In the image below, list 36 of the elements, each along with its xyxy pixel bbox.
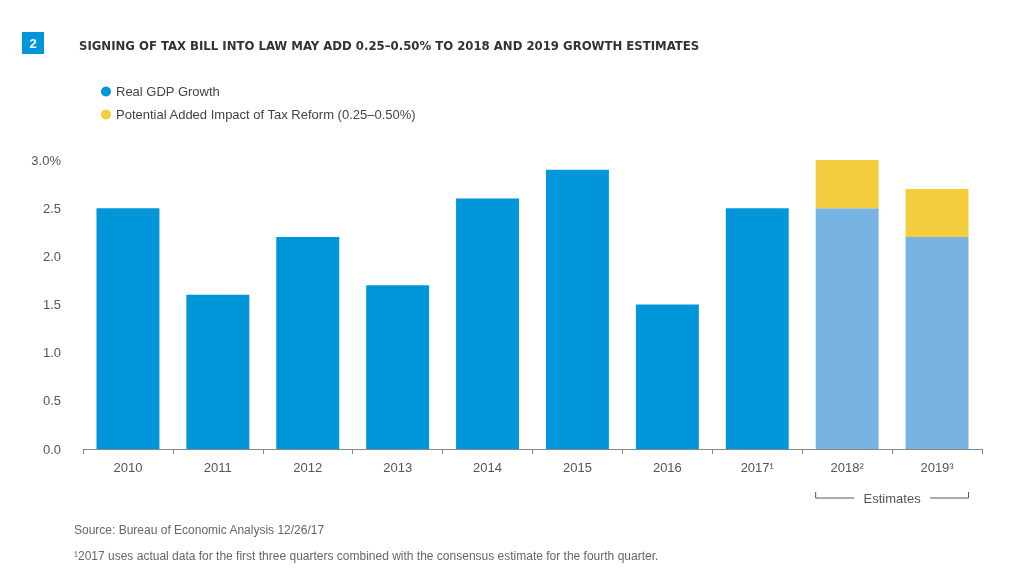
bar	[366, 285, 430, 449]
y-tick-label: 3.0%	[31, 152, 62, 168]
bar	[186, 294, 250, 449]
legend-label: Potential Added Impact of Tax Reform (0.25–0.50%)	[116, 107, 416, 122]
x-tick-label: 2011	[203, 460, 232, 475]
y-tick-label: 1.0	[42, 345, 61, 361]
x-tick-label: 2015	[562, 460, 592, 475]
x-tick-label: 2014	[473, 460, 503, 475]
y-tick-label: 0.0	[42, 441, 61, 457]
bar	[545, 169, 609, 449]
text: 2	[29, 35, 37, 51]
bar	[905, 237, 969, 449]
x-tick-label: 2017¹	[740, 460, 775, 475]
bar	[456, 198, 520, 449]
x-tick-label: 2018²	[830, 460, 865, 475]
source-note: Source: Bureau of Economic Analysis 12/26/17	[74, 523, 325, 537]
x-tick-label: 2012	[293, 460, 323, 475]
text: ¹2017 uses actual data for the first three quarters combined with the consensus estimate for the fourth quarter.	[74, 549, 659, 563]
y-tick-label: 0.5	[42, 393, 61, 409]
y-tick-label: 2.5	[42, 200, 61, 216]
y-tick-label: 2.0	[42, 248, 61, 264]
x-tick-label: 2010	[113, 460, 143, 475]
bar	[725, 208, 789, 449]
x-tick-label: 2019³	[920, 460, 955, 475]
chart-title: SIGNING OF TAX BILL INTO LAW MAY ADD 0.25–0.50% TO 2018 AND 2019 GROWTH ESTIMATES	[79, 38, 700, 53]
bar	[905, 188, 969, 238]
bar	[815, 160, 879, 209]
legend-label: Real GDP Growth	[116, 84, 220, 99]
y-tick-label: 1.5	[42, 297, 61, 312]
x-tick-label: 2013	[383, 460, 413, 475]
bar	[276, 237, 340, 449]
bar	[815, 208, 879, 449]
bar	[96, 208, 160, 449]
bar	[635, 304, 699, 449]
text: Estimates	[863, 490, 922, 506]
x-tick-label: 2016	[652, 460, 682, 475]
